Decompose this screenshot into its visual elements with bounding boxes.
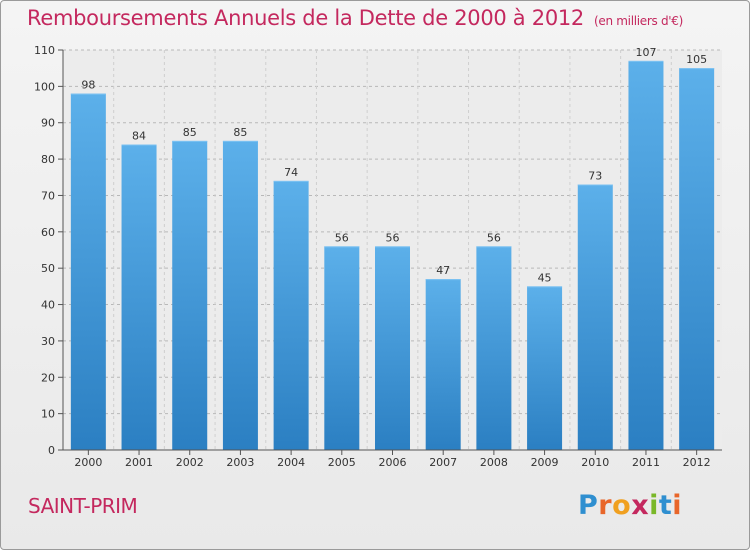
y-tick-label: 110 (34, 44, 55, 57)
data-label-2010: 73 (588, 170, 602, 183)
bar-2006 (375, 246, 410, 450)
chart-subtitle: (en milliers d'€) (594, 14, 684, 28)
bar-2008 (476, 246, 512, 450)
bar-2009 (527, 286, 563, 450)
logo-letter: P (578, 490, 599, 521)
bar-2001 (121, 144, 157, 450)
data-label-2012: 105 (686, 53, 707, 66)
bar-2002 (172, 140, 208, 450)
y-tick-label: 80 (41, 153, 55, 166)
data-label-2005: 56 (335, 231, 349, 244)
bar-2011 (628, 60, 664, 451)
bar-2010 (577, 184, 613, 450)
logo-letter: i (649, 490, 659, 521)
x-tick-label: 2010 (581, 456, 609, 469)
data-label-2011: 107 (635, 46, 656, 59)
bar-2012 (679, 68, 715, 450)
y-tick-label: 50 (41, 262, 55, 275)
x-tick-label: 2011 (632, 456, 660, 469)
x-tick-label: 2000 (74, 456, 102, 469)
logo-letter: o (612, 490, 632, 521)
data-label-2009: 45 (538, 271, 552, 284)
y-tick-label: 0 (48, 444, 55, 457)
x-tick-label: 2001 (125, 456, 153, 469)
bars (70, 60, 715, 451)
data-label-2000: 98 (81, 79, 95, 92)
logo-letter: t (658, 490, 673, 521)
data-label-2002: 85 (183, 126, 197, 139)
bar-2005 (324, 246, 360, 450)
y-tick-label: 90 (41, 117, 55, 130)
y-tick-label: 60 (41, 226, 55, 239)
bar-2007 (425, 279, 461, 450)
x-tick-label: 2006 (379, 456, 407, 469)
x-tick-label: 2009 (531, 456, 559, 469)
data-label-2008: 56 (487, 231, 501, 244)
x-tick-label: 2007 (429, 456, 457, 469)
title-text: Remboursements Annuels de la Dette de 20… (27, 6, 584, 30)
x-tick-label: 2005 (328, 456, 356, 469)
y-tick-label: 40 (41, 299, 55, 312)
y-tick-label: 100 (34, 80, 55, 93)
logo-letter: r (598, 490, 613, 521)
data-label-2004: 74 (284, 166, 298, 179)
logo-letter: i (672, 490, 683, 521)
labels: 0 10 20 30 40 50 60 70 80 90 100 110 98 2000 84 2001 85 2… (34, 44, 711, 469)
x-tick-label: 2002 (176, 456, 204, 469)
data-label-2001: 84 (132, 130, 146, 143)
y-tick-label: 70 (41, 189, 55, 202)
x-tick-label: 2004 (277, 456, 305, 469)
bar-2000 (70, 93, 106, 451)
x-tick-label: 2003 (226, 456, 254, 469)
chart-title: Remboursements Annuels de la Dette de 20… (27, 6, 683, 30)
bar-2004 (273, 180, 309, 450)
x-tick-label: 2012 (683, 456, 711, 469)
x-tick-label: 2008 (480, 456, 508, 469)
bar-2003 (222, 140, 258, 450)
commune-name: SAINT-PRIM (28, 494, 138, 518)
logo-letter: x (631, 490, 650, 521)
y-tick-label: 20 (41, 371, 55, 384)
data-label-2006: 56 (386, 231, 400, 244)
y-tick-label: 30 (41, 335, 55, 348)
y-tick-label: 10 (41, 408, 55, 421)
data-label-2003: 85 (233, 126, 247, 139)
data-label-2007: 47 (436, 264, 450, 277)
axes (58, 49, 722, 455)
proxiti-logo: Proxiti (578, 490, 682, 521)
